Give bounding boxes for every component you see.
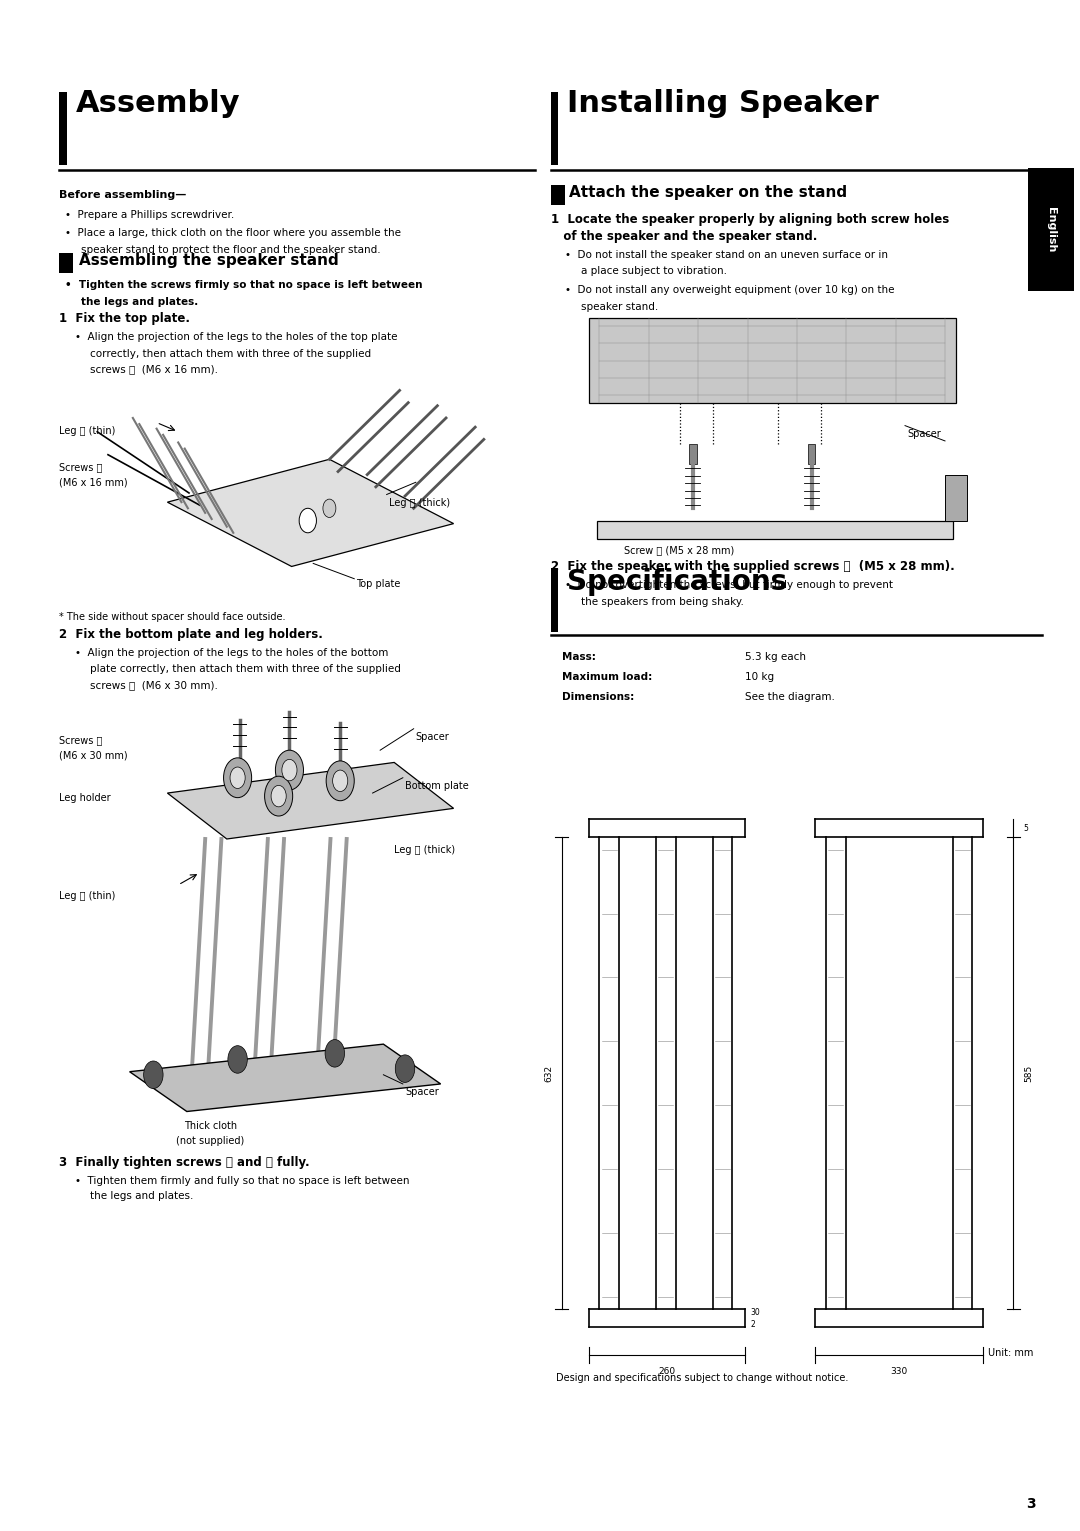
Text: Leg Ⓑ (thin): Leg Ⓑ (thin)	[59, 426, 116, 436]
Text: 5.3 kg each: 5.3 kg each	[745, 652, 806, 663]
Text: 3: 3	[1027, 1497, 1036, 1511]
Text: Leg Ⓐ (thick): Leg Ⓐ (thick)	[394, 845, 456, 856]
Bar	[589, 318, 956, 403]
Bar	[59, 92, 67, 165]
Text: Dimensions:: Dimensions:	[562, 692, 634, 703]
Polygon shape	[167, 459, 454, 566]
Text: speaker stand to protect the floor and the speaker stand.: speaker stand to protect the floor and t…	[81, 245, 380, 256]
Bar	[551, 185, 565, 205]
Text: Installing Speaker: Installing Speaker	[567, 89, 879, 118]
Text: the legs and plates.: the legs and plates.	[81, 297, 199, 308]
Text: 10 kg: 10 kg	[745, 672, 774, 683]
Text: 260: 260	[659, 1367, 675, 1376]
Circle shape	[299, 508, 316, 533]
Text: 330: 330	[891, 1367, 907, 1376]
Text: Spacer: Spacer	[416, 732, 449, 743]
Text: Attach the speaker on the stand: Attach the speaker on the stand	[569, 185, 848, 201]
Text: plate correctly, then attach them with three of the supplied: plate correctly, then attach them with t…	[90, 664, 401, 675]
Text: •  Tighten the screws firmly so that no space is left between: • Tighten the screws firmly so that no s…	[65, 280, 422, 291]
Text: 3  Finally tighten screws Ⓐ and Ⓑ fully.: 3 Finally tighten screws Ⓐ and Ⓑ fully.	[59, 1156, 310, 1168]
Text: Before assembling—: Before assembling—	[59, 190, 187, 201]
Text: of the speaker and the speaker stand.: of the speaker and the speaker stand.	[551, 230, 818, 242]
Text: •  Do not install any overweight equipment (over 10 kg) on the: • Do not install any overweight equipmen…	[565, 285, 894, 295]
Text: 632: 632	[544, 1064, 553, 1082]
Circle shape	[265, 776, 293, 816]
Text: Spacer: Spacer	[907, 429, 941, 439]
Text: correctly, then attach them with three of the supplied: correctly, then attach them with three o…	[90, 349, 370, 360]
Bar	[59, 253, 73, 273]
Text: a place subject to vibration.: a place subject to vibration.	[581, 266, 727, 277]
Circle shape	[228, 1046, 247, 1073]
Circle shape	[144, 1061, 163, 1089]
Text: screws Ⓐ  (M6 x 30 mm).: screws Ⓐ (M6 x 30 mm).	[90, 680, 217, 690]
Text: speaker stand.: speaker stand.	[581, 302, 659, 312]
Bar	[551, 568, 558, 632]
Circle shape	[333, 770, 348, 792]
Text: Leg Ⓑ (thin): Leg Ⓑ (thin)	[59, 891, 116, 902]
Text: Assembly: Assembly	[76, 89, 240, 118]
Text: •  Tighten them firmly and fully so that no space is left between: • Tighten them firmly and fully so that …	[75, 1176, 409, 1187]
Text: Thick cloth: Thick cloth	[184, 1121, 238, 1131]
Text: Design and specifications subject to change without notice.: Design and specifications subject to cha…	[556, 1373, 849, 1384]
Bar	[808, 444, 815, 464]
Text: Mass:: Mass:	[562, 652, 595, 663]
Bar	[1028, 168, 1074, 291]
Text: * The side without spacer should face outside.: * The side without spacer should face ou…	[59, 612, 286, 623]
Text: Unit: mm: Unit: mm	[988, 1347, 1034, 1358]
Circle shape	[271, 785, 286, 807]
Circle shape	[323, 499, 336, 517]
Text: •  Align the projection of the legs to the holes of the top plate: • Align the projection of the legs to th…	[75, 332, 397, 343]
Text: (not supplied): (not supplied)	[176, 1136, 245, 1147]
Text: Top plate: Top plate	[356, 579, 401, 589]
Text: Bottom plate: Bottom plate	[405, 781, 469, 792]
Circle shape	[395, 1055, 415, 1082]
Text: 585: 585	[1024, 1064, 1032, 1082]
Text: the legs and plates.: the legs and plates.	[90, 1191, 193, 1202]
Text: Screw Ⓒ (M5 x 28 mm): Screw Ⓒ (M5 x 28 mm)	[624, 545, 734, 556]
Text: 30: 30	[751, 1307, 760, 1317]
Circle shape	[326, 761, 354, 801]
Text: 2  Fix the speaker with the supplied screws Ⓒ  (M5 x 28 mm).: 2 Fix the speaker with the supplied scre…	[551, 560, 955, 573]
Text: •  Place a large, thick cloth on the floor where you assemble the: • Place a large, thick cloth on the floo…	[65, 228, 401, 239]
Text: •  Do not install the speaker stand on an uneven surface or in: • Do not install the speaker stand on an…	[565, 250, 888, 260]
Bar	[551, 92, 558, 165]
Bar	[945, 475, 967, 521]
Circle shape	[230, 767, 245, 788]
Text: 1  Fix the top plate.: 1 Fix the top plate.	[59, 312, 190, 325]
Text: screws Ⓑ  (M6 x 16 mm).: screws Ⓑ (M6 x 16 mm).	[90, 364, 218, 375]
Text: (M6 x 30 mm): (M6 x 30 mm)	[59, 750, 129, 761]
Circle shape	[325, 1040, 345, 1067]
Polygon shape	[597, 521, 953, 539]
Text: (M6 x 16 mm): (M6 x 16 mm)	[59, 478, 129, 488]
Text: Assembling the speaker stand: Assembling the speaker stand	[79, 253, 339, 268]
Circle shape	[224, 758, 252, 798]
Text: Screws Ⓑ: Screws Ⓑ	[59, 462, 103, 473]
Text: Leg holder: Leg holder	[59, 793, 111, 804]
Circle shape	[282, 759, 297, 781]
Text: •  Do not overtighten the screws, but firmly enough to prevent: • Do not overtighten the screws, but fir…	[565, 580, 893, 591]
Text: Spacer: Spacer	[405, 1087, 438, 1098]
Text: 2: 2	[751, 1320, 755, 1329]
Text: the speakers from being shaky.: the speakers from being shaky.	[581, 597, 744, 608]
Text: 5: 5	[1024, 824, 1029, 833]
Text: Leg Ⓐ (thick): Leg Ⓐ (thick)	[389, 498, 450, 508]
Text: 2  Fix the bottom plate and leg holders.: 2 Fix the bottom plate and leg holders.	[59, 628, 323, 640]
Polygon shape	[130, 1044, 441, 1112]
Polygon shape	[167, 762, 454, 839]
Bar	[689, 444, 697, 464]
Text: •  Align the projection of the legs to the holes of the bottom: • Align the projection of the legs to th…	[75, 648, 388, 658]
Text: •  Prepare a Phillips screwdriver.: • Prepare a Phillips screwdriver.	[65, 210, 234, 220]
Text: Screws Ⓐ: Screws Ⓐ	[59, 735, 103, 746]
Text: 1  Locate the speaker properly by aligning both screw holes: 1 Locate the speaker properly by alignin…	[551, 213, 949, 225]
Text: Maximum load:: Maximum load:	[562, 672, 652, 683]
Text: Specifications: Specifications	[567, 568, 787, 596]
Circle shape	[275, 750, 303, 790]
Text: See the diagram.: See the diagram.	[745, 692, 835, 703]
Text: English: English	[1045, 207, 1056, 253]
